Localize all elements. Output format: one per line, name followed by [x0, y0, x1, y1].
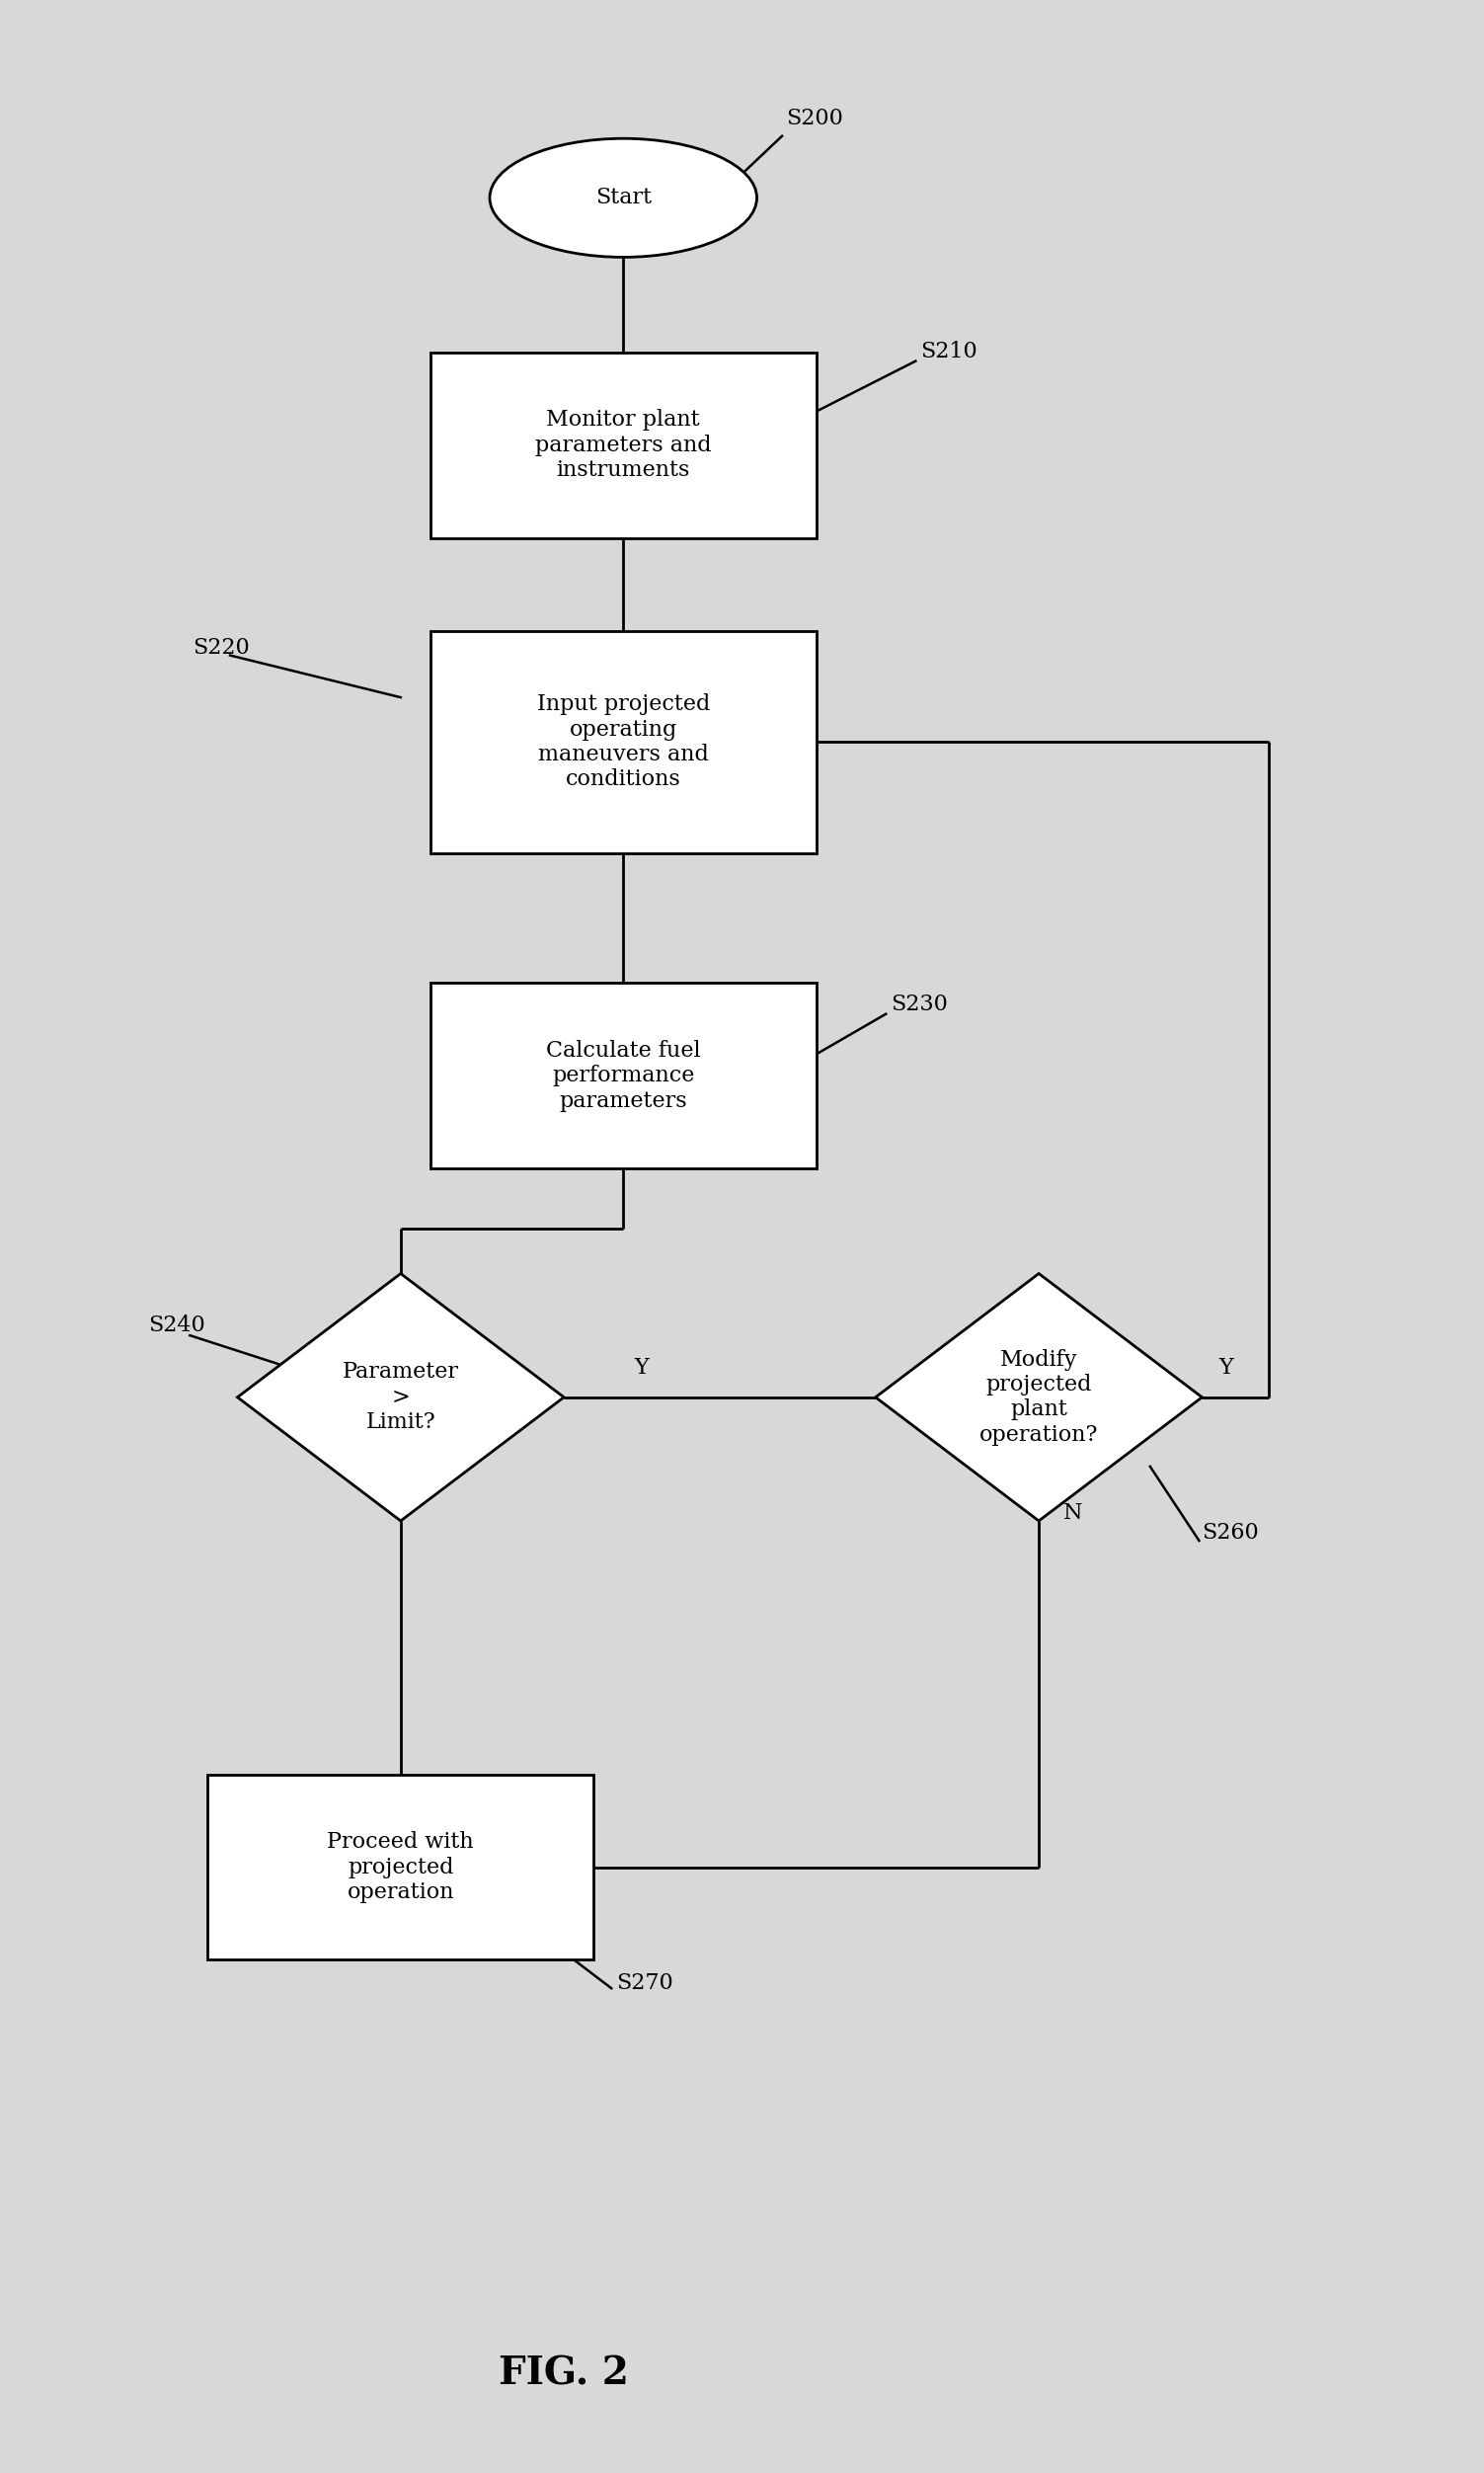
Text: Modify
projected
plant
operation?: Modify projected plant operation? — [979, 1348, 1098, 1447]
FancyBboxPatch shape — [430, 354, 816, 539]
Text: Calculate fuel
performance
parameters: Calculate fuel performance parameters — [546, 1039, 700, 1113]
Text: S210: S210 — [920, 341, 976, 361]
Text: S220: S220 — [193, 638, 249, 658]
Text: Input projected
operating
maneuvers and
conditions: Input projected operating maneuvers and … — [537, 692, 709, 791]
FancyBboxPatch shape — [430, 631, 816, 853]
Text: S260: S260 — [1202, 1523, 1258, 1543]
Polygon shape — [876, 1274, 1202, 1521]
Text: S240: S240 — [148, 1316, 205, 1335]
Text: S200: S200 — [787, 109, 844, 129]
FancyBboxPatch shape — [430, 984, 816, 1170]
Polygon shape — [237, 1274, 564, 1521]
Text: Monitor plant
parameters and
instruments: Monitor plant parameters and instruments — [536, 408, 711, 482]
Text: Proceed with
projected
operation: Proceed with projected operation — [328, 1830, 473, 1904]
Text: Y: Y — [634, 1358, 649, 1377]
Text: S230: S230 — [890, 994, 948, 1014]
Text: N: N — [1064, 1504, 1082, 1523]
Ellipse shape — [490, 138, 757, 257]
Text: Parameter
>
Limit?: Parameter > Limit? — [343, 1360, 459, 1434]
Text: Start: Start — [595, 188, 651, 208]
Text: FIG. 2: FIG. 2 — [499, 2354, 629, 2394]
Text: Y: Y — [1218, 1358, 1233, 1377]
FancyBboxPatch shape — [208, 1776, 594, 1959]
Text: S270: S270 — [616, 1973, 672, 1993]
